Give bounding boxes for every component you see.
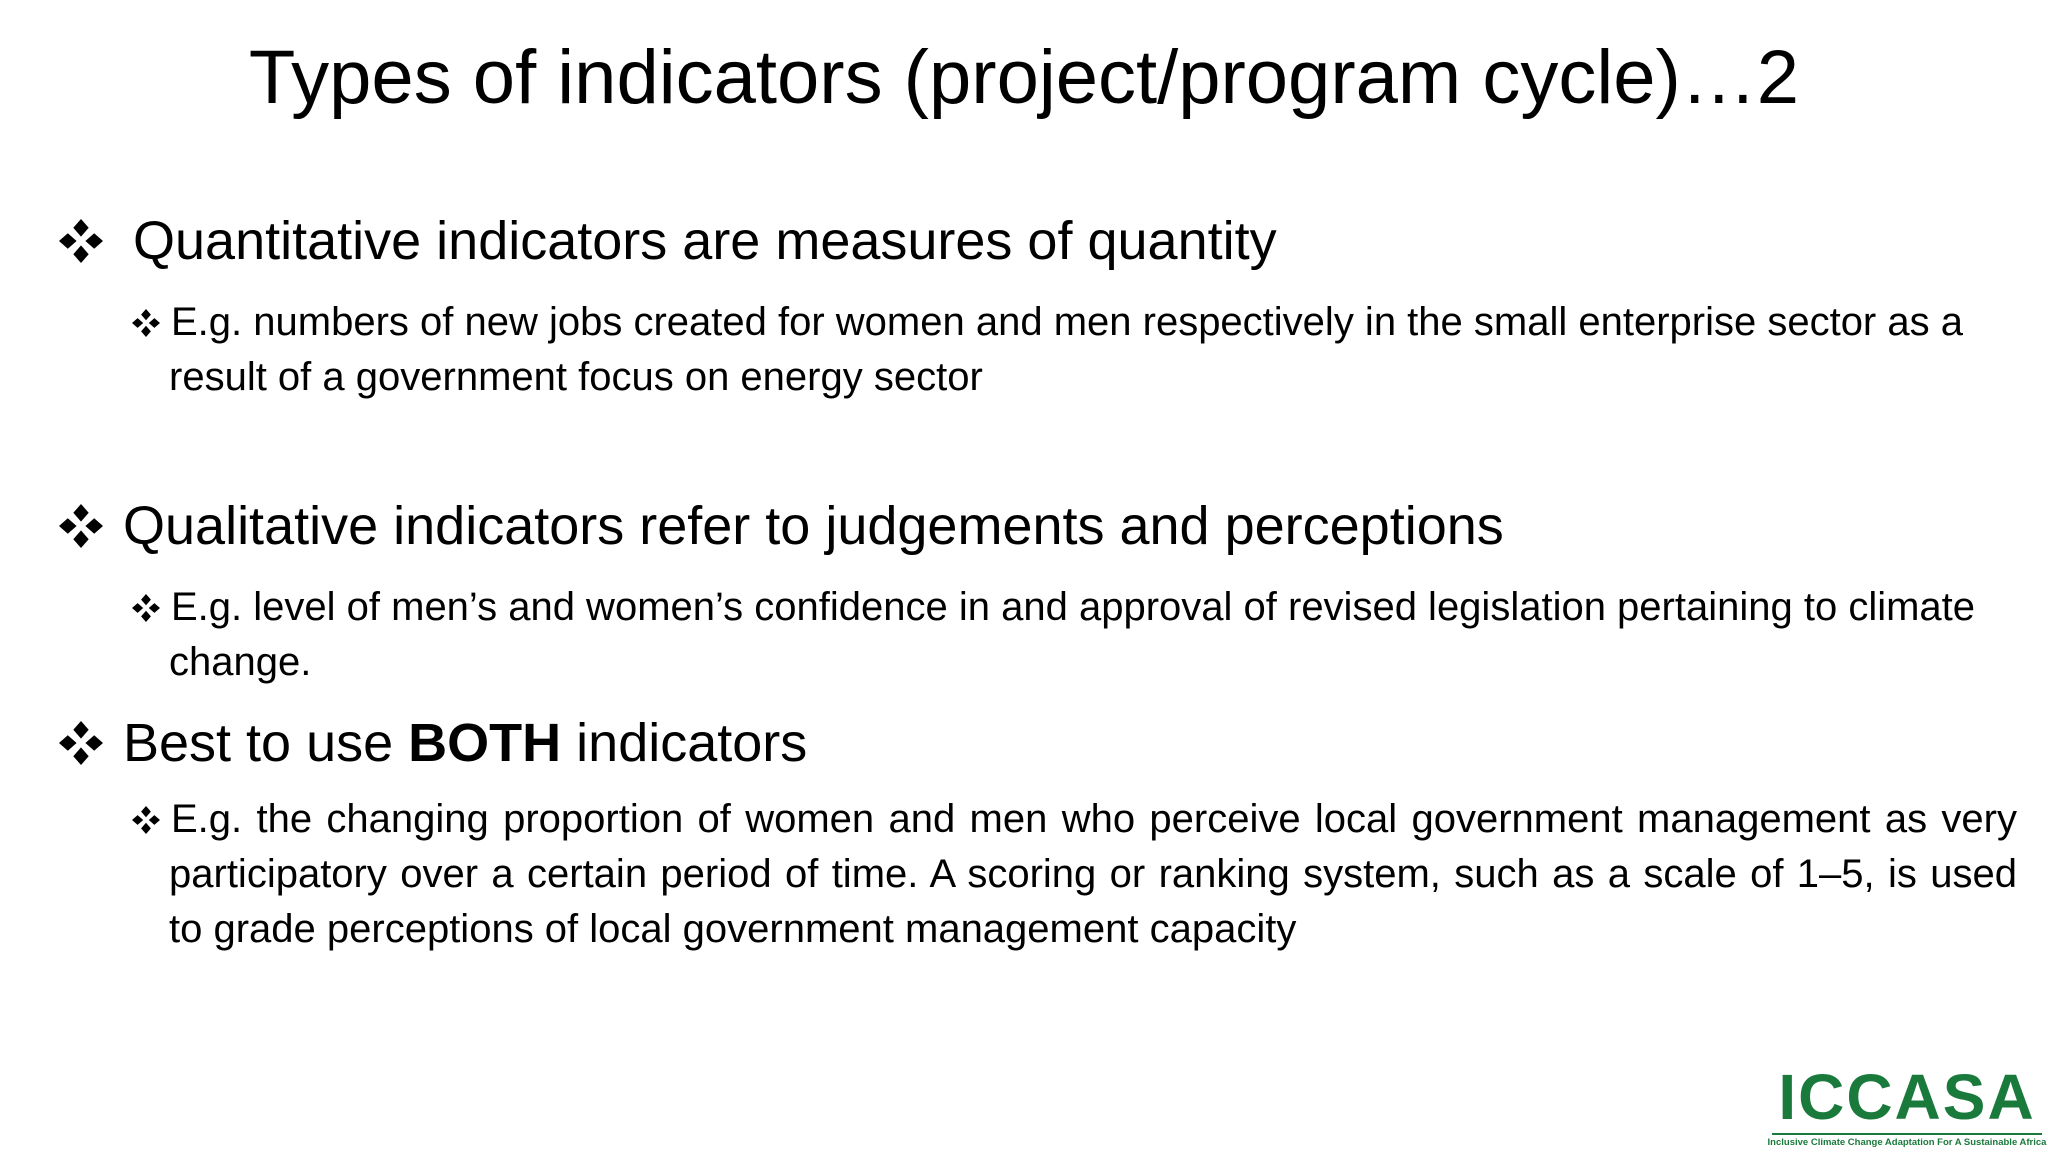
bullet-icon <box>59 504 103 548</box>
logo-tagline: Inclusive Climate Change Adaptation For … <box>1767 1137 2047 1148</box>
sub-bullet-text: E.g. numbers of new jobs created for wom… <box>169 300 1963 399</box>
slide-title: Types of indicators (project/program cyc… <box>248 35 1800 120</box>
sub-bullet-text: E.g. the changing proportion of women an… <box>169 797 2017 951</box>
logo: ICCASA <box>1778 1061 2036 1133</box>
bullet-icon <box>59 219 103 263</box>
bullet: Best to use BOTH indicators <box>59 712 807 774</box>
bullet: Qualitative indicators refer to judgemen… <box>59 495 1504 557</box>
bullet-icon <box>132 594 160 622</box>
logo-rule <box>1772 1133 2042 1135</box>
bullet-icon <box>132 806 160 834</box>
bullet-text-bold: BOTH <box>408 713 562 773</box>
bullet-text: indicators <box>561 713 808 773</box>
bullet-text: Qualitative indicators refer to judgemen… <box>123 496 1504 556</box>
bullet: Quantitative indicators are measures of … <box>59 210 1277 272</box>
sub-bullet-text: E.g. level of men’s and women’s confiden… <box>169 585 1976 684</box>
bullet-icon <box>59 721 103 765</box>
bullet-icon <box>132 309 160 337</box>
bullet-text: Best to use <box>123 713 409 773</box>
sub-bullet: E.g. the changing proportion of women an… <box>169 792 2017 957</box>
sub-bullet: E.g. numbers of new jobs created for wom… <box>169 295 2017 405</box>
sub-bullet: E.g. level of men’s and women’s confiden… <box>169 580 2017 690</box>
bullet-text: Quantitative indicators are measures of … <box>133 211 1277 271</box>
